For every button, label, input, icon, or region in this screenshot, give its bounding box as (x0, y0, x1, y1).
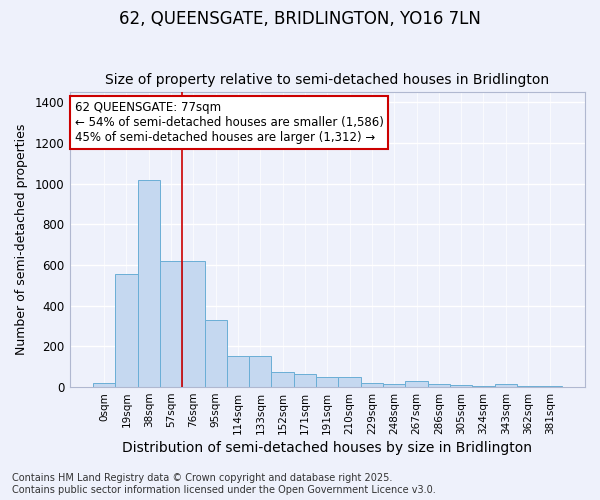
Bar (539, 386, 562, 387)
X-axis label: Distribution of semi-detached houses by size in Bridlington: Distribution of semi-detached houses by … (122, 441, 532, 455)
Bar (316, 377, 338, 387)
Bar (205, 320, 227, 387)
Bar (182, 261, 205, 387)
Bar (517, 386, 539, 387)
Text: 62 QUEENSGATE: 77sqm
← 54% of semi-detached houses are smaller (1,586)
45% of se: 62 QUEENSGATE: 77sqm ← 54% of semi-detac… (75, 101, 383, 144)
Text: 62, QUEENSGATE, BRIDLINGTON, YO16 7LN: 62, QUEENSGATE, BRIDLINGTON, YO16 7LN (119, 10, 481, 28)
Bar (472, 386, 494, 387)
Bar (249, 356, 271, 387)
Bar (428, 384, 450, 387)
Text: Contains HM Land Registry data © Crown copyright and database right 2025.
Contai: Contains HM Land Registry data © Crown c… (12, 474, 436, 495)
Bar (227, 356, 249, 387)
Bar (160, 261, 182, 387)
Bar (494, 384, 517, 387)
Y-axis label: Number of semi-detached properties: Number of semi-detached properties (15, 124, 28, 356)
Bar (450, 385, 472, 387)
Bar (406, 381, 428, 387)
Bar (137, 180, 160, 387)
Bar (338, 377, 361, 387)
Bar (115, 274, 137, 387)
Bar (361, 383, 383, 387)
Bar (93, 383, 115, 387)
Bar (383, 384, 406, 387)
Bar (294, 374, 316, 387)
Title: Size of property relative to semi-detached houses in Bridlington: Size of property relative to semi-detach… (105, 73, 550, 87)
Bar (271, 372, 294, 387)
